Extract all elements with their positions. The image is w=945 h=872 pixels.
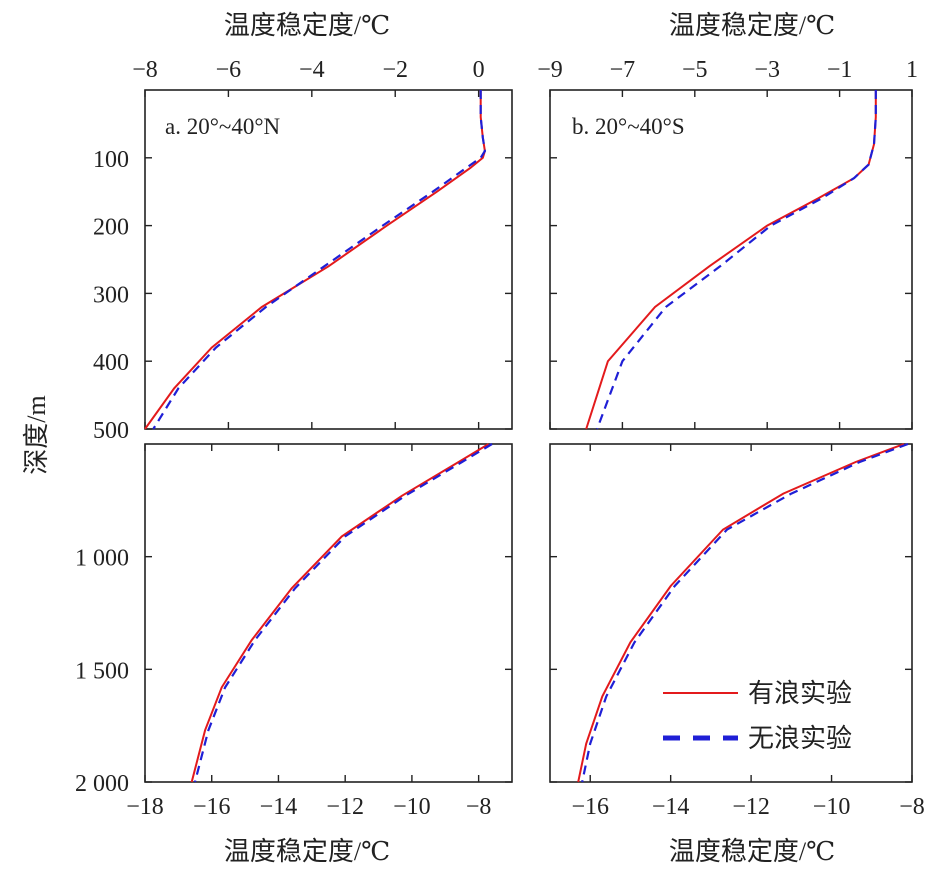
panel-a-label: a. 20°~40°N xyxy=(165,114,281,139)
bottom-right-xtick-label: −8 xyxy=(899,794,925,820)
bottom-right-series-wave xyxy=(577,443,905,783)
bottom-right-xtick-label: −16 xyxy=(571,794,609,820)
top-left-ytick-label: 400 xyxy=(93,350,129,376)
top-left-xtick-label: −8 xyxy=(132,57,158,83)
bottom-left-xtick-label: −12 xyxy=(326,794,364,820)
y-axis-title: 深度/m xyxy=(22,395,51,474)
top-right-series-nowave xyxy=(596,90,877,430)
top-left-ytick-label: 300 xyxy=(93,282,129,308)
legend-label-nowave: 无浪实验 xyxy=(748,724,852,753)
top-left-xtick-label: −6 xyxy=(216,57,242,83)
bottom-left-series-wave xyxy=(190,443,490,783)
top-right-xtick-label: −3 xyxy=(754,57,780,83)
bottom-left-ytick-label: 1 500 xyxy=(75,658,129,684)
bottom-right-xtick-label: −10 xyxy=(813,794,851,820)
legend: 有浪实验 无浪实验 xyxy=(663,679,852,753)
bottom-left-series-nowave xyxy=(193,443,493,783)
top-left-ytick-label: 500 xyxy=(93,418,129,444)
plot-layer: −8 −6 −4 −2 0 100 200 300 400 500 −9 −7 −5 −3 −1 1 −18 −1… xyxy=(75,57,925,820)
bottom-right-series-nowave xyxy=(581,442,909,783)
top-left-xtick-label: −4 xyxy=(299,57,325,83)
top-left-xlabel: 温度稳定度/℃ xyxy=(224,11,390,40)
top-left-xtick-label: 0 xyxy=(473,57,485,83)
top-left-xtick-label: −2 xyxy=(382,57,408,83)
legend-label-wave: 有浪实验 xyxy=(748,679,852,708)
top-right-xtick-label: −5 xyxy=(682,57,708,83)
top-left-series-nowave xyxy=(152,90,487,430)
top-right-frame xyxy=(549,89,913,430)
bottom-right-frame xyxy=(549,443,913,783)
bottom-right-xlabel: 温度稳定度/℃ xyxy=(669,837,835,866)
bottom-right-xtick-label: −12 xyxy=(732,794,770,820)
top-right-xtick-label: −9 xyxy=(537,57,563,83)
top-left-ytick-label: 100 xyxy=(93,147,129,173)
top-left-series-wave xyxy=(144,90,486,430)
bottom-left-xtick-label: −14 xyxy=(260,794,298,820)
top-right-xtick-label: −7 xyxy=(610,57,636,83)
bottom-right-xtick-label: −14 xyxy=(652,794,690,820)
bottom-left-ytick-label: 1 000 xyxy=(75,546,129,572)
top-right-xlabel: 温度稳定度/℃ xyxy=(669,11,835,40)
top-right-xtick-label: 1 xyxy=(906,57,918,83)
bottom-left-xtick-label: −8 xyxy=(466,794,492,820)
bottom-left-frame xyxy=(144,443,513,783)
top-left-ytick-label: 200 xyxy=(93,215,129,241)
top-right-series-wave xyxy=(585,90,877,430)
bottom-left-xtick-label: −16 xyxy=(193,794,231,820)
bottom-left-xtick-label: −18 xyxy=(126,794,164,820)
top-right-xtick-label: −1 xyxy=(827,57,853,83)
top-left-frame xyxy=(144,89,513,430)
bottom-left-ytick-label: 2 000 xyxy=(75,771,129,797)
bottom-left-xtick-label: −10 xyxy=(393,794,431,820)
bottom-left-xlabel: 温度稳定度/℃ xyxy=(224,837,390,866)
panel-b-label: b. 20°~40°S xyxy=(572,114,685,139)
